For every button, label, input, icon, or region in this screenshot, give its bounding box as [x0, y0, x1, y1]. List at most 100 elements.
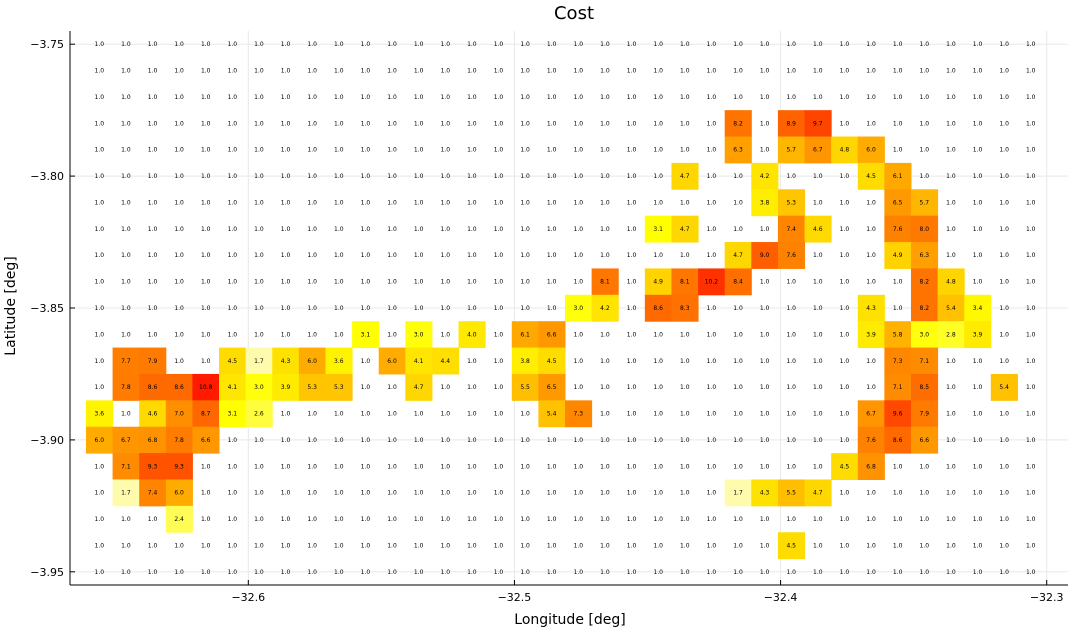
cell-value-label: 1.0: [148, 94, 158, 101]
cell-value-label: 1.0: [334, 147, 344, 154]
heatmap-cell: [139, 479, 167, 507]
cell-value-label: 1.0: [174, 252, 184, 259]
cell-value-label: 1.0: [813, 384, 823, 391]
heatmap-cell: [165, 373, 193, 401]
cell-value-label: 1.0: [387, 41, 397, 48]
cell-value-label: 1.0: [334, 226, 344, 233]
cell-value-label: 1.0: [627, 358, 637, 365]
cell-value-label: 6.0: [387, 358, 397, 365]
cell-value-label: 1.0: [547, 516, 557, 523]
cell-value-label: 1.0: [653, 68, 663, 75]
cell-value-label: 1.0: [121, 199, 131, 206]
cell-value-label: 1.0: [174, 199, 184, 206]
cell-value-label: 1.0: [467, 173, 477, 180]
cell-value-label: 1.0: [387, 569, 397, 576]
cell-value-label: 1.0: [547, 252, 557, 259]
cell-value-label: 1.0: [786, 411, 796, 418]
y-tick-label: −3.85: [30, 302, 64, 315]
cell-value-label: 1.0: [361, 411, 371, 418]
cell-value-label: 1.0: [760, 542, 770, 549]
cell-value-label: 1.0: [148, 569, 158, 576]
cell-value-label: 1.0: [946, 463, 956, 470]
cell-value-label: 3.8: [520, 358, 530, 365]
cell-value-label: 7.7: [121, 358, 131, 365]
cell-value-label: 1.0: [600, 199, 610, 206]
cell-value-label: 1.0: [547, 173, 557, 180]
cell-value-label: 1.0: [520, 199, 530, 206]
cell-value-label: 7.4: [786, 226, 796, 233]
cell-value-label: 1.0: [414, 173, 424, 180]
y-tick-label: −3.90: [30, 434, 64, 447]
cell-value-label: 1.0: [414, 490, 424, 497]
cell-value-label: 1.0: [786, 437, 796, 444]
heatmap-cell: [671, 294, 699, 322]
cell-value-label: 1.0: [467, 305, 477, 312]
cell-value-label: 3.4: [973, 305, 983, 312]
cell-value-label: 1.0: [946, 569, 956, 576]
cell-value-label: 1.0: [148, 252, 158, 259]
cell-value-label: 1.0: [520, 490, 530, 497]
cell-value-label: 4.5: [228, 358, 238, 365]
cell-value-label: 1.0: [254, 463, 264, 470]
cell-value-label: 1.0: [547, 463, 557, 470]
cell-value-label: 1.0: [467, 199, 477, 206]
cell-value-label: 6.0: [866, 147, 876, 154]
cell-value-label: 4.7: [680, 226, 690, 233]
cell-value-label: 1.0: [893, 305, 903, 312]
cell-value-label: 1.0: [653, 463, 663, 470]
heatmap-cell: [777, 242, 806, 269]
cell-value-label: 1.0: [840, 41, 850, 48]
heatmap-cell: [751, 479, 779, 507]
cell-value-label: 1.0: [840, 542, 850, 549]
heatmap-cell: [325, 373, 353, 401]
cell-value-label: 1.0: [414, 199, 424, 206]
cell-value-label: 6.6: [547, 331, 557, 338]
cell-value-label: 1.0: [680, 437, 690, 444]
cell-value-label: 1.0: [494, 94, 504, 101]
cell-value-label: 8.2: [920, 279, 930, 286]
cell-value-label: 1.0: [733, 173, 743, 180]
cell-value-label: 1.0: [946, 437, 956, 444]
cell-value-label: 1.0: [973, 68, 983, 75]
cell-value-label: 1.0: [653, 437, 663, 444]
cell-value-label: 1.0: [760, 226, 770, 233]
cell-value-label: 1.0: [733, 384, 743, 391]
cell-value-label: 1.0: [334, 411, 344, 418]
heatmap-cell: [298, 373, 326, 401]
cell-value-label: 1.0: [786, 331, 796, 338]
cell-value-label: 1.0: [733, 331, 743, 338]
cell-value-label: 5.3: [307, 384, 317, 391]
cell-value-label: 1.0: [281, 68, 291, 75]
cell-value-label: 1.0: [440, 331, 450, 338]
cell-value-label: 1.0: [760, 384, 770, 391]
cell-value-label: 1.0: [1026, 542, 1036, 549]
cell-value-label: 1.0: [174, 305, 184, 312]
heatmap-cell: [565, 400, 593, 428]
cell-value-label: 1.0: [760, 411, 770, 418]
cell-value-label: 10.2: [705, 279, 719, 286]
cell-value-label: 1.0: [520, 463, 530, 470]
cell-value-label: 1.0: [973, 147, 983, 154]
heatmap-cell: [219, 373, 247, 401]
cell-value-label: 1.0: [627, 569, 637, 576]
cell-value-label: 1.0: [148, 516, 158, 523]
cell-value-label: 1.0: [307, 305, 317, 312]
cell-value-label: 1.0: [973, 463, 983, 470]
cell-value-label: 1.0: [414, 411, 424, 418]
cell-value-label: 1.0: [307, 94, 317, 101]
cell-value-label: 8.7: [201, 411, 211, 418]
x-tick-label: −32.3: [1030, 591, 1064, 604]
cell-value-label: 1.0: [920, 94, 930, 101]
cell-value-label: 1.0: [866, 358, 876, 365]
heatmap-cell: [857, 400, 885, 428]
cell-value-label: 1.0: [547, 94, 557, 101]
cell-value-label: 1.0: [467, 411, 477, 418]
cell-value-label: 1.0: [387, 542, 397, 549]
cell-value-label: 1.0: [760, 569, 770, 576]
chart-title: Cost: [554, 3, 594, 24]
cell-value-label: 1.0: [999, 252, 1009, 259]
cell-value-label: 1.0: [946, 94, 956, 101]
cell-value-label: 1.0: [733, 569, 743, 576]
cell-value-label: 1.0: [840, 94, 850, 101]
cell-value-label: 1.0: [760, 358, 770, 365]
